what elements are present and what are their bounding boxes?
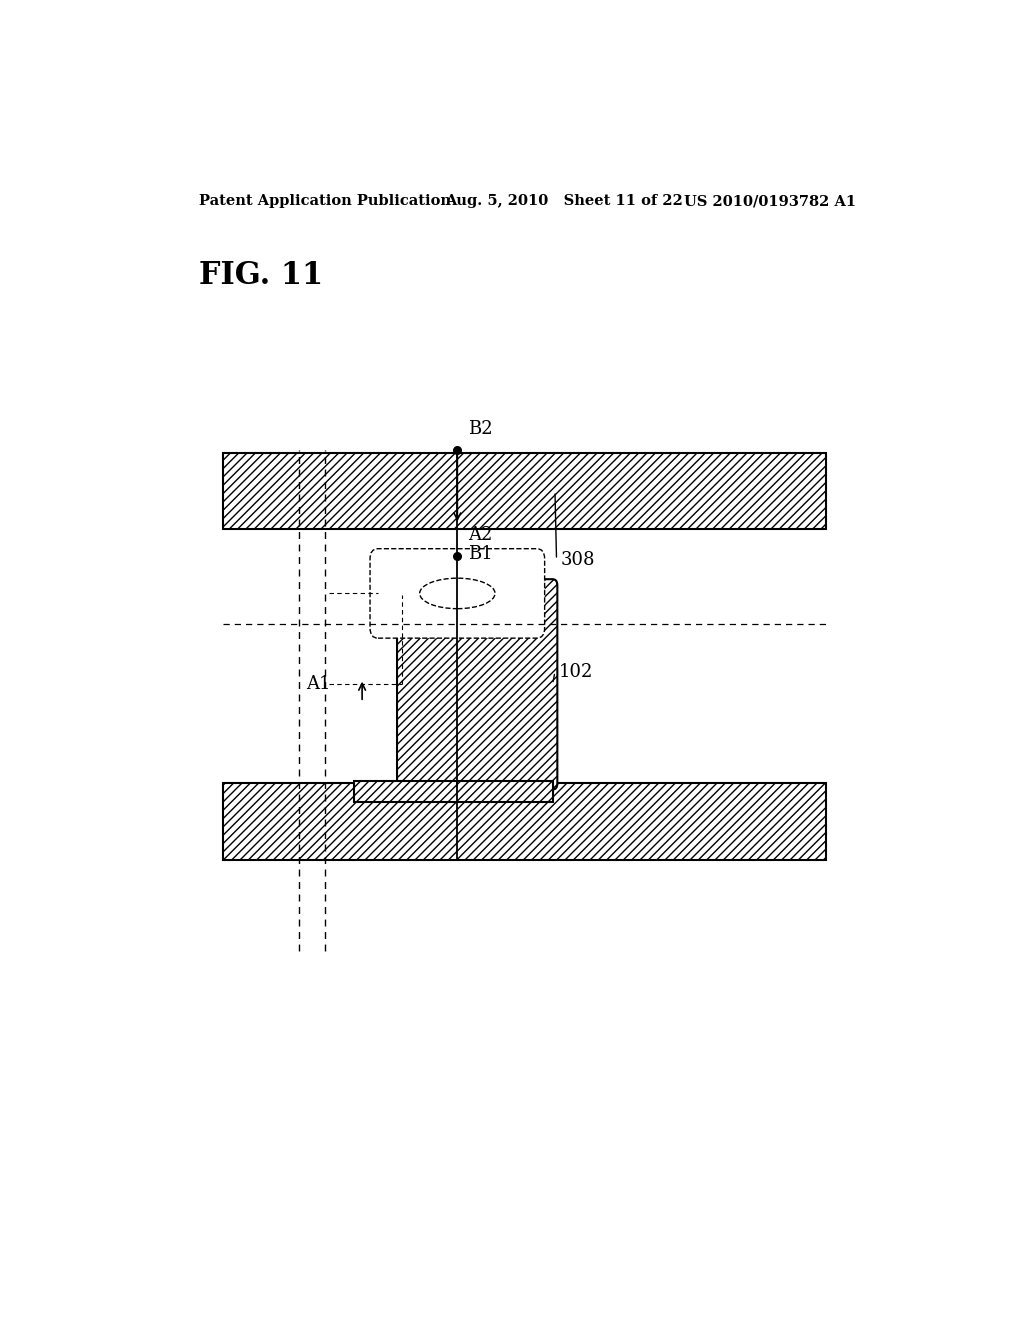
Text: Patent Application Publication: Patent Application Publication xyxy=(200,194,452,209)
Ellipse shape xyxy=(420,578,495,609)
FancyBboxPatch shape xyxy=(397,579,557,789)
Text: 308: 308 xyxy=(560,550,595,569)
Text: FIG. 11: FIG. 11 xyxy=(200,260,324,290)
Bar xyxy=(223,453,826,529)
Text: 102: 102 xyxy=(559,663,593,681)
Text: A1: A1 xyxy=(306,675,331,693)
Text: US 2010/0193782 A1: US 2010/0193782 A1 xyxy=(684,194,856,209)
Text: B2: B2 xyxy=(468,420,493,438)
FancyBboxPatch shape xyxy=(370,549,545,638)
Text: Aug. 5, 2010   Sheet 11 of 22: Aug. 5, 2010 Sheet 11 of 22 xyxy=(445,194,683,209)
Bar xyxy=(354,781,553,801)
Text: B1: B1 xyxy=(468,545,493,562)
Bar xyxy=(223,784,826,859)
Text: A2: A2 xyxy=(468,525,493,544)
